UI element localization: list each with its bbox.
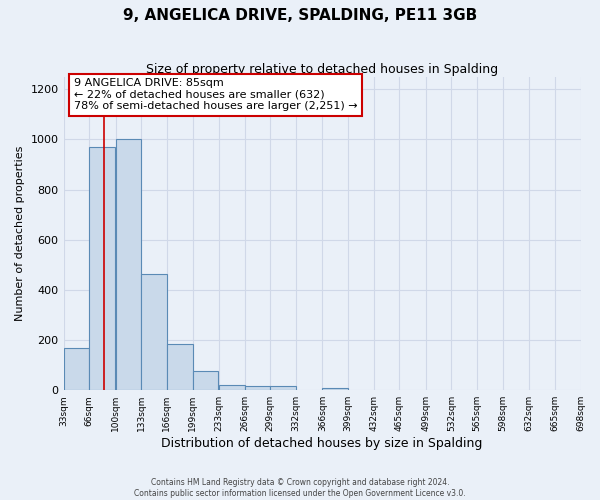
Text: 9 ANGELICA DRIVE: 85sqm
← 22% of detached houses are smaller (632)
78% of semi-d: 9 ANGELICA DRIVE: 85sqm ← 22% of detache…	[74, 78, 358, 112]
Bar	[245, 386, 271, 390]
Bar	[219, 384, 245, 390]
Bar	[116, 140, 141, 390]
Text: Contains HM Land Registry data © Crown copyright and database right 2024.
Contai: Contains HM Land Registry data © Crown c…	[134, 478, 466, 498]
Bar	[167, 344, 193, 390]
Title: Size of property relative to detached houses in Spalding: Size of property relative to detached ho…	[146, 62, 498, 76]
Text: 9, ANGELICA DRIVE, SPALDING, PE11 3GB: 9, ANGELICA DRIVE, SPALDING, PE11 3GB	[123, 8, 477, 22]
Bar	[89, 147, 115, 390]
Bar	[64, 348, 89, 390]
Y-axis label: Number of detached properties: Number of detached properties	[15, 146, 25, 321]
Bar	[322, 388, 348, 390]
Bar	[141, 274, 167, 390]
Bar	[193, 372, 218, 390]
X-axis label: Distribution of detached houses by size in Spalding: Distribution of detached houses by size …	[161, 437, 483, 450]
Bar	[271, 386, 296, 390]
